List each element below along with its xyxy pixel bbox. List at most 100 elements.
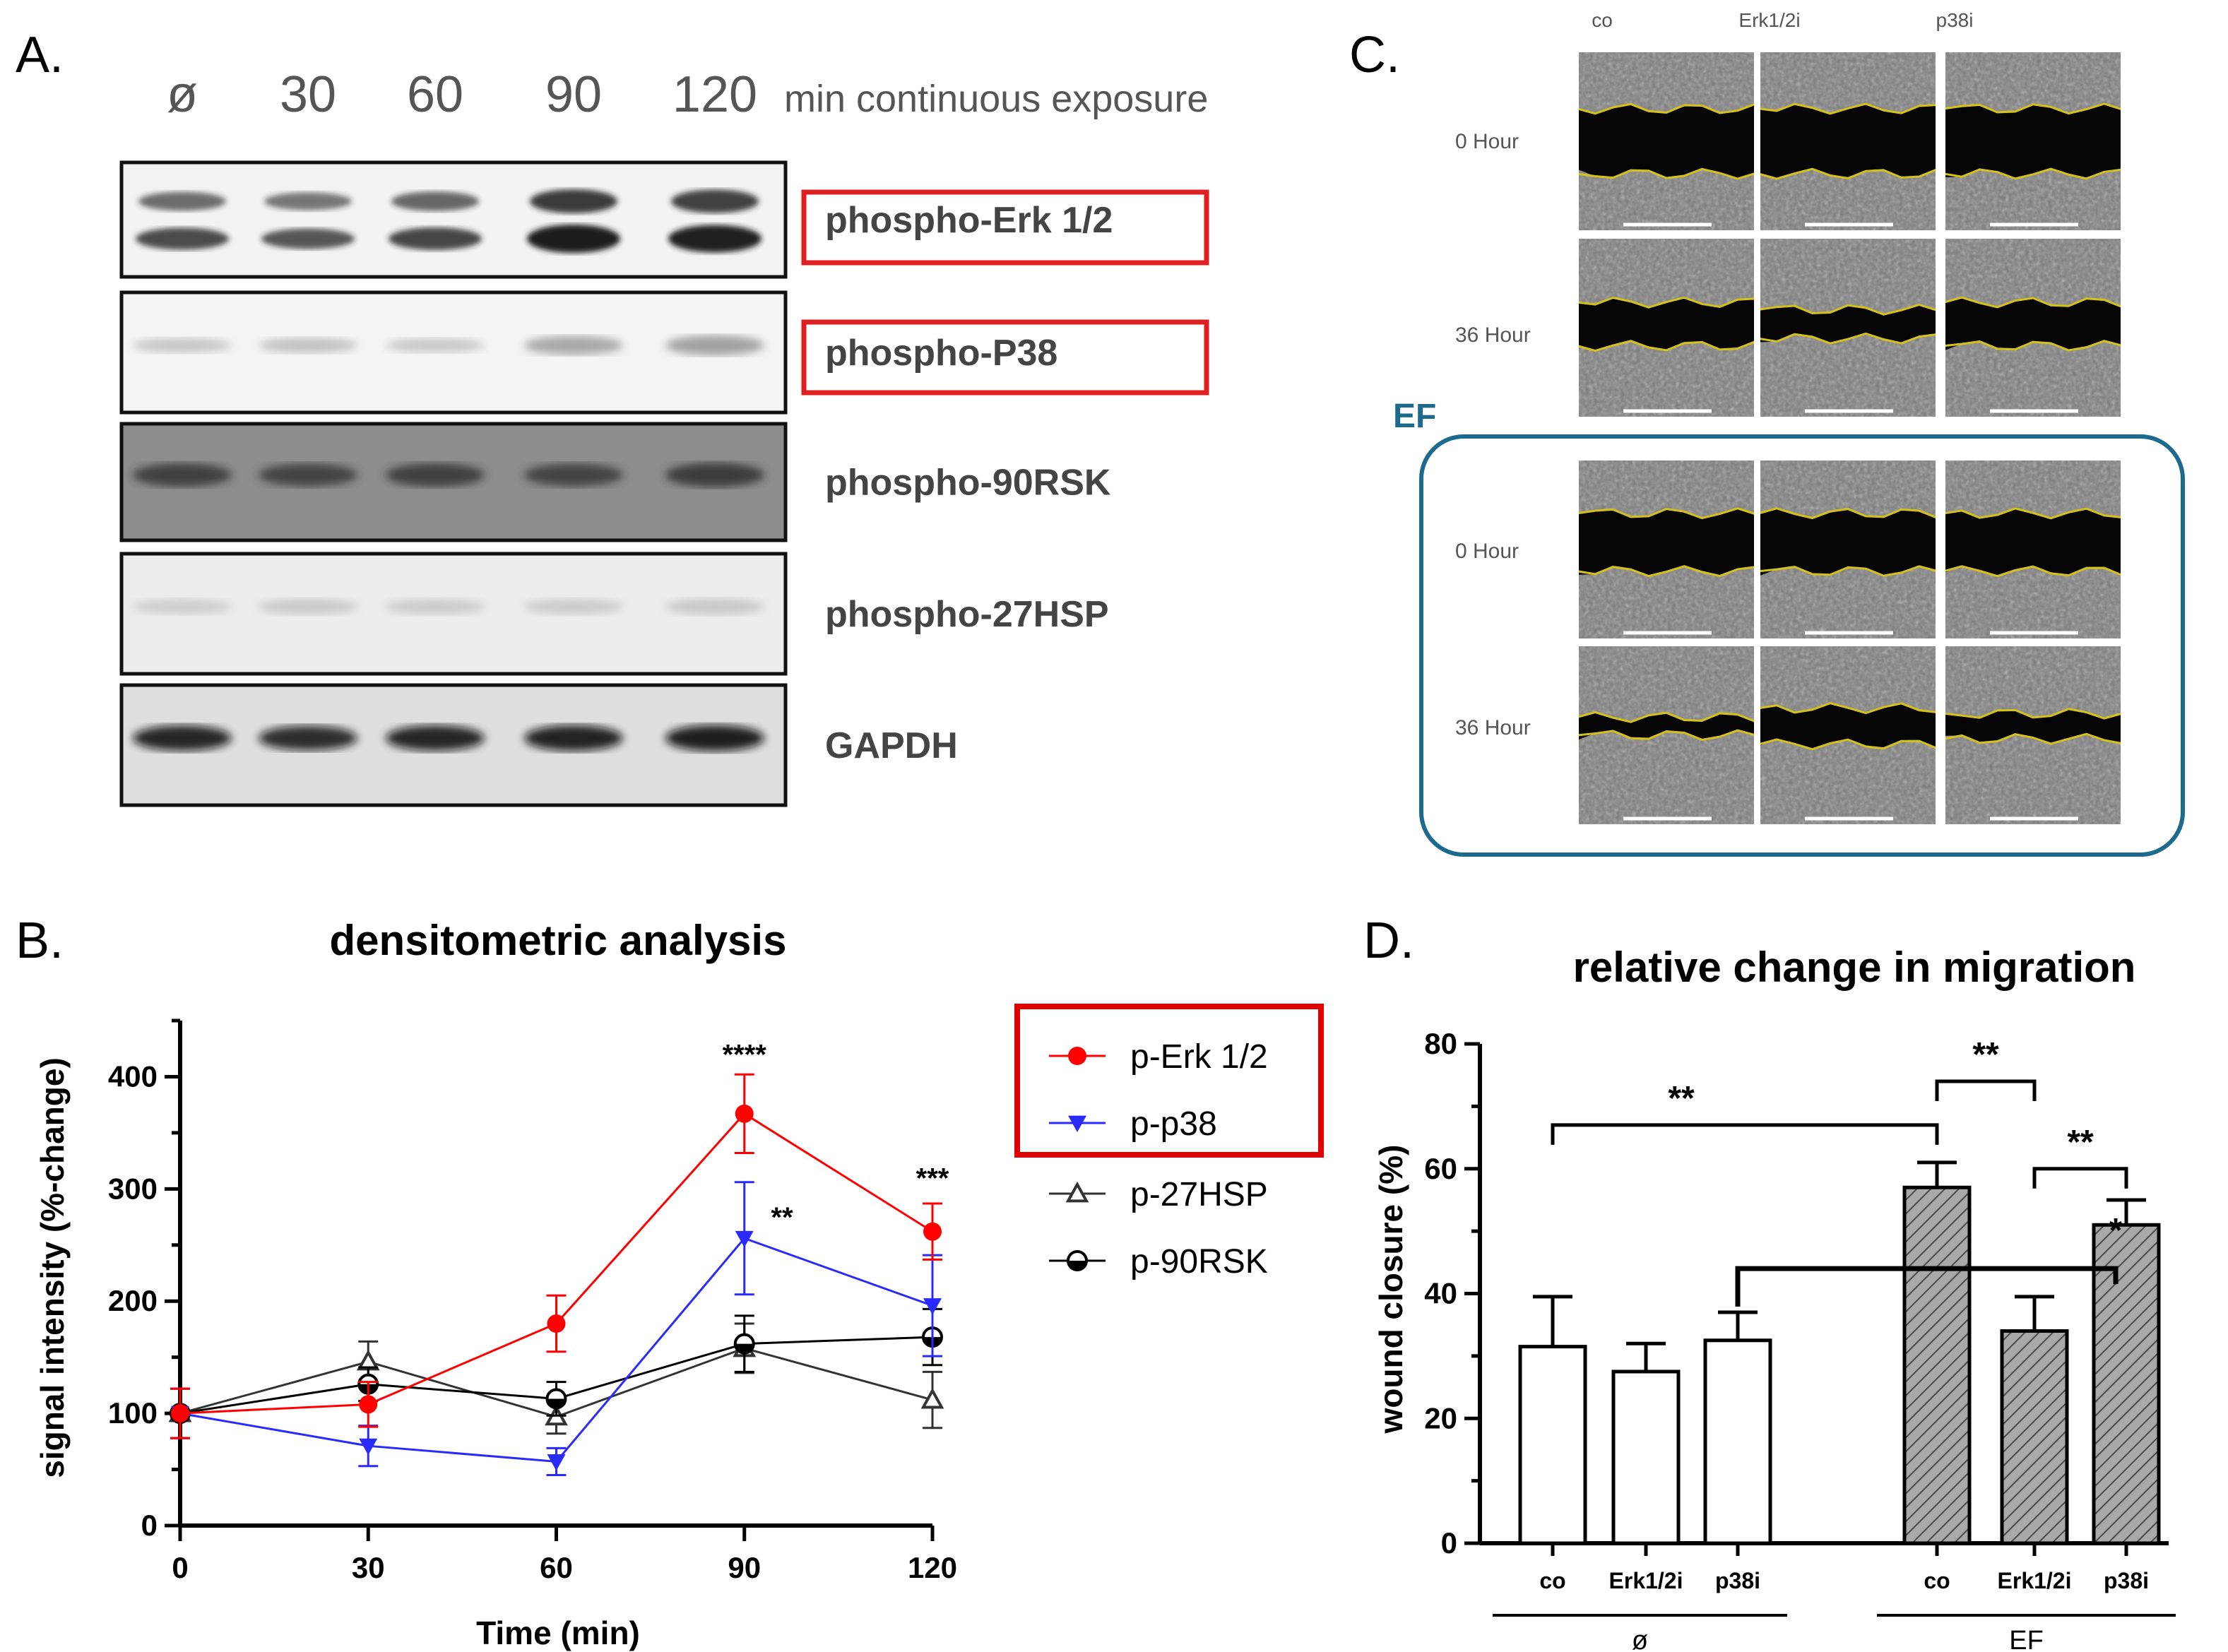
panel-d: D. relative change in migration wound cl… [1363, 913, 2176, 1652]
micrograph [1576, 49, 1757, 233]
wound-gap [1944, 708, 2122, 744]
micrograph-grid: 0 Hour 36 Hour 0 Hour 36 Hour [1455, 49, 2123, 827]
blot-band [386, 725, 485, 751]
highlight-box [801, 319, 1209, 396]
group-label: EF [2009, 1626, 2044, 1652]
micrograph [1758, 458, 1938, 641]
legend-label: p-27HSP [1130, 1176, 1268, 1213]
blot-band [133, 463, 232, 487]
bracket-line [1735, 1266, 2119, 1307]
significance-label: ** [771, 1202, 793, 1233]
wound-edge [1577, 167, 1756, 180]
wound-edge [1577, 711, 1756, 723]
data-point [359, 1395, 378, 1414]
blot-band [671, 189, 759, 213]
lane-label: 30 [280, 66, 336, 123]
blot-band [133, 725, 232, 751]
cell-border [1943, 49, 2123, 233]
blot-label: phospho-90RSK [825, 463, 1111, 504]
micrograph [1943, 236, 2123, 420]
series-p-erk-1-2 [170, 1073, 942, 1439]
wound-edge [1943, 507, 2123, 520]
lane-label: 60 [407, 66, 463, 123]
blot-band [668, 225, 762, 253]
x-tick-label: co [1924, 1568, 1950, 1593]
cell-border [1943, 458, 2123, 641]
blot-band [136, 227, 229, 250]
data-point [735, 1230, 754, 1248]
wound-edge [1577, 507, 1756, 520]
data-point [923, 1298, 942, 1315]
chart-b-xlabel: Time (min) [476, 1615, 640, 1651]
bar-rect [2092, 1223, 2161, 1545]
chart-d-title: relative change in migration [1573, 944, 2136, 991]
marker-fill [735, 1343, 754, 1353]
significance-bracket: * [1735, 1212, 2123, 1307]
blot-band [389, 227, 482, 250]
wound-edge [1943, 167, 2123, 180]
wound-edge [1943, 340, 2123, 352]
legend-label: p-p38 [1130, 1105, 1217, 1143]
x-tick-label: p38i [1715, 1568, 1760, 1593]
blot-band [259, 725, 357, 751]
lane-unit-label: min continuous exposure [784, 78, 1208, 120]
x-tick-label: Erk1/2i [1609, 1568, 1683, 1593]
legend-label: p-Erk 1/2 [1130, 1038, 1268, 1076]
condition-labels: co Erk1/2i p38i [1592, 9, 1973, 31]
panel-b: B. densitometric analysis signal intensi… [16, 913, 1324, 1651]
micrograph [1943, 49, 2123, 233]
lane-label: 120 [672, 66, 757, 123]
x-tick-label: Erk1/2i [1998, 1568, 2072, 1593]
wound-edge [1758, 702, 1938, 715]
blot-band [524, 725, 623, 751]
significance-label: ** [1972, 1036, 1999, 1074]
x-tick-label: p38i [2104, 1568, 2149, 1593]
chart-d-axes: 0 20 40 60 80 co Erk1/2i p38i co Erk1/2i p38i ø EF [1424, 1027, 2176, 1652]
x-tick-label: 120 [908, 1551, 957, 1584]
legend-label: p-90RSK [1130, 1243, 1268, 1280]
y-tick-label: 80 [1424, 1027, 1457, 1060]
chart-b-title: densitometric analysis [330, 917, 787, 964]
lane-label: ø [167, 66, 198, 123]
ef-group-frame [1419, 434, 2185, 857]
wound-edge [1577, 102, 1756, 115]
y-tick-label: 60 [1424, 1152, 1457, 1185]
micrograph [1758, 236, 1938, 420]
significance-label: ** [2067, 1124, 2094, 1161]
micrograph [1576, 458, 1757, 641]
blot-band [665, 725, 764, 751]
blot-strip: phospho-90RSK [119, 422, 1111, 542]
condition-label: co [1592, 9, 1613, 31]
bar-rect [1611, 1369, 1681, 1545]
wound-edge [1758, 565, 1938, 577]
blot-strip: phospho-Erk 1/2 [119, 160, 1209, 279]
cell-border [1576, 458, 1757, 641]
data-point [735, 1104, 754, 1123]
panel-b-label: B. [16, 913, 64, 969]
blot-band [530, 189, 617, 213]
lane-label: 90 [545, 66, 602, 123]
blot-band [259, 598, 357, 615]
wound-gap [1577, 712, 1755, 740]
panel-c-label: C. [1349, 27, 1400, 83]
bar [1703, 1310, 1772, 1545]
cell-border [1758, 49, 1938, 233]
micrograph [1758, 49, 1938, 233]
blot-label: phospho-P38 [825, 333, 1057, 374]
bar [1518, 1295, 1587, 1545]
wound-gap [1944, 297, 2122, 351]
bar-rect [1518, 1345, 1587, 1545]
chart-d-significance: ******* [1551, 1036, 2128, 1307]
blot-band [665, 598, 764, 615]
wound-edge [1758, 738, 1938, 751]
blot-band [133, 599, 232, 614]
chart-b-ylabel: signal intensity (%-change) [34, 1057, 71, 1478]
wound-edge [1758, 102, 1938, 115]
bar [1611, 1341, 1681, 1545]
wound-gap [1759, 703, 1937, 749]
cell-border [1576, 49, 1757, 233]
bar-rect [1902, 1185, 1972, 1545]
blot-frame [119, 290, 788, 415]
blot-band [391, 191, 479, 211]
blot-strip: phospho-P38 [119, 290, 1209, 415]
